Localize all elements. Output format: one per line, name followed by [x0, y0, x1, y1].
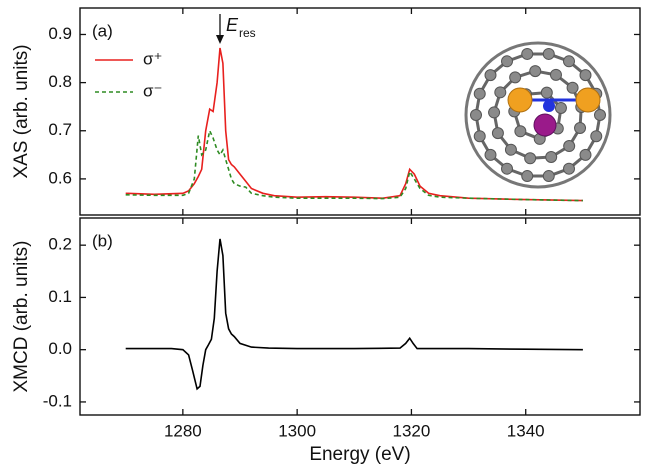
cage-atom — [549, 68, 562, 81]
cage-atom — [574, 122, 587, 135]
cage-atom — [514, 125, 527, 138]
metal-atom — [507, 87, 533, 113]
data-line — [125, 238, 583, 391]
metal-atom — [533, 113, 557, 137]
cage-atom — [545, 150, 558, 163]
cage-atom — [494, 86, 507, 99]
cage-atom — [521, 47, 534, 60]
cage-atom — [470, 109, 482, 121]
y-tick-label: 0.9 — [48, 24, 72, 43]
x-tick-label: 1320 — [393, 421, 431, 440]
cage-atom — [501, 162, 513, 175]
y-tick-label: 0.6 — [48, 168, 72, 187]
cage-atom — [529, 65, 542, 78]
annotation-arrowhead — [216, 35, 224, 44]
data-line — [125, 47, 583, 202]
annotation-text: E — [226, 15, 239, 35]
cage-atom — [484, 148, 497, 161]
cage-atom — [501, 55, 513, 68]
cage-atom — [521, 170, 534, 183]
cage-outline — [464, 41, 612, 189]
cage-atom — [563, 55, 575, 68]
x-tick-label: 1340 — [507, 421, 545, 440]
cage-atom — [542, 170, 555, 183]
y-tick-label: 0.7 — [48, 120, 72, 139]
metal-atom — [575, 87, 601, 113]
x-tick-label: 1300 — [278, 421, 316, 440]
molecule-illustration — [464, 41, 612, 189]
x-axis-label: Energy (eV) — [309, 444, 410, 465]
x-tick-label: 1280 — [164, 421, 202, 440]
y-tick-label: 0.2 — [48, 235, 72, 254]
cage-atom — [491, 127, 504, 140]
y-tick-label: 0.8 — [48, 72, 72, 91]
cage-atom — [579, 69, 592, 82]
cage-atom — [590, 130, 603, 143]
cage-atom — [509, 71, 522, 84]
annotation-sub: res — [239, 26, 256, 40]
cage-atom — [554, 101, 567, 114]
legend-label: σ⁻ — [143, 81, 162, 100]
cage-atom — [473, 87, 486, 100]
cage-atom — [542, 47, 555, 60]
cage-atom — [566, 81, 579, 94]
cage-atom — [594, 109, 606, 121]
y-axis-label: XMCD (arb. units) — [11, 240, 32, 392]
cage-atom — [473, 130, 486, 143]
y-tick-label: -0.1 — [43, 391, 72, 410]
data-line — [125, 128, 583, 202]
nitrogen-atom — [543, 100, 555, 112]
y-axis-label: XAS (arb. units) — [11, 44, 32, 178]
cage-atom — [484, 69, 497, 82]
cage-atom — [563, 162, 575, 175]
y-tick-label: 0.0 — [48, 339, 72, 358]
panel-a-frame — [79, 7, 641, 216]
cage-atom — [504, 143, 517, 156]
cage-atom — [579, 148, 592, 161]
panel-b-frame — [79, 217, 641, 416]
cage-atom — [488, 106, 501, 119]
cage-atom — [540, 86, 553, 99]
cage-atom — [563, 140, 576, 153]
y-tick-label: 0.1 — [48, 287, 72, 306]
panel-label: (a) — [92, 21, 113, 40]
cage-atom — [524, 152, 537, 165]
legend-label: σ⁺ — [143, 49, 162, 68]
panel-label: (b) — [92, 231, 113, 250]
